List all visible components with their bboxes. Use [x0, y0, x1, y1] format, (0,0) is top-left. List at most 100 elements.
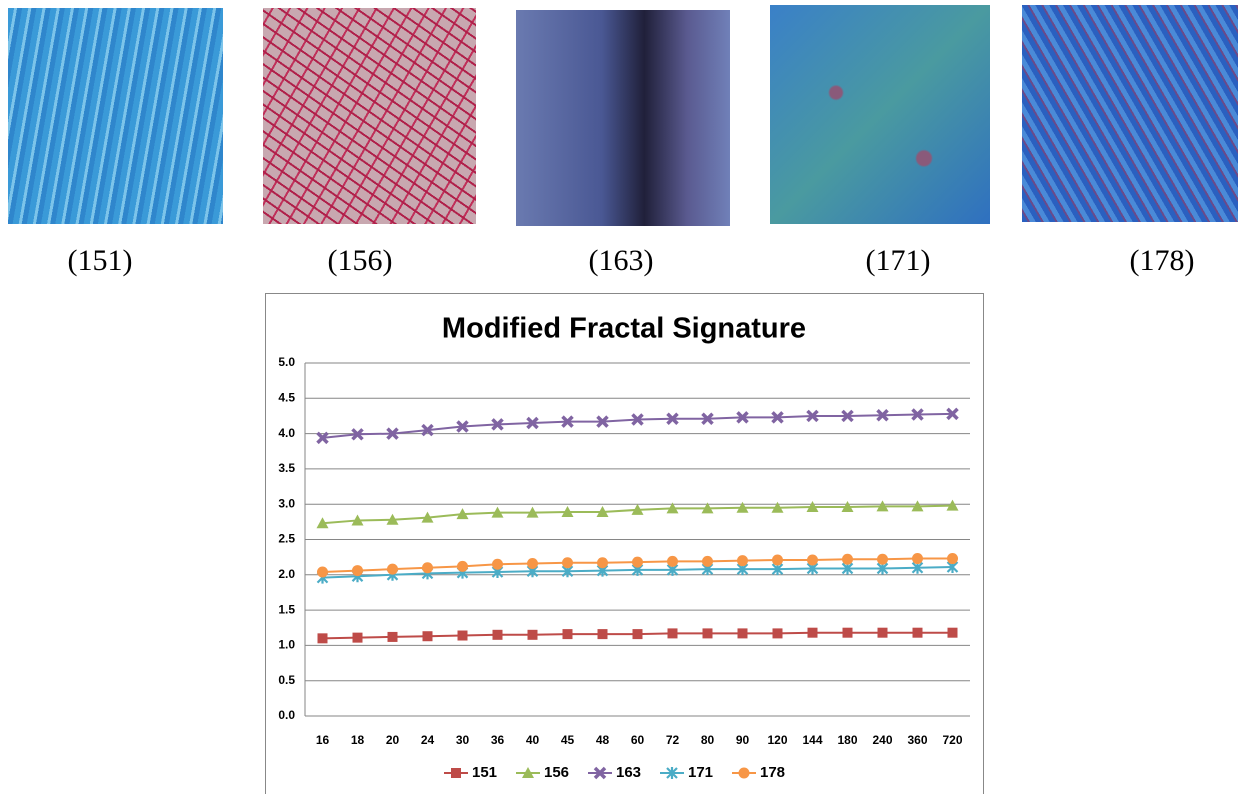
y-tick-label: 0.0	[278, 708, 295, 722]
marker	[457, 561, 468, 572]
marker-shape	[451, 768, 461, 778]
marker-shape	[772, 554, 783, 565]
marker-shape	[843, 628, 853, 638]
marker	[667, 556, 678, 567]
marker	[387, 564, 398, 575]
marker	[563, 629, 573, 639]
x-tick-label: 80	[701, 733, 715, 747]
y-tick-label: 3.0	[278, 496, 295, 510]
marker	[353, 633, 363, 643]
marker	[947, 553, 958, 564]
marker-shape	[912, 553, 923, 564]
marker	[633, 629, 643, 639]
y-tick-label: 4.5	[278, 390, 295, 404]
marker-shape	[739, 768, 750, 779]
y-tick-label: 3.5	[278, 461, 295, 475]
marker	[702, 556, 713, 567]
marker-shape	[423, 631, 433, 641]
marker-shape	[563, 629, 573, 639]
x-tick-label: 720	[942, 733, 962, 747]
x-tick-label: 90	[736, 733, 750, 747]
marker	[451, 768, 461, 778]
marker-shape	[633, 629, 643, 639]
chart-title: Modified Fractal Signature	[442, 313, 806, 345]
marker-shape	[702, 556, 713, 567]
marker	[913, 628, 923, 638]
marker-shape	[913, 628, 923, 638]
marker-shape	[457, 561, 468, 572]
x-tick-label: 18	[351, 733, 365, 747]
y-tick-label: 2.5	[278, 532, 295, 546]
marker-shape	[773, 628, 783, 638]
y-tick-label: 4.0	[278, 426, 295, 440]
x-tick-label: 60	[631, 733, 645, 747]
legend-label: 163	[616, 764, 641, 781]
x-tick-label: 144	[802, 733, 822, 747]
legend-label: 178	[760, 764, 785, 781]
marker-shape	[388, 632, 398, 642]
x-tick-label: 16	[316, 733, 330, 747]
marker-shape	[947, 553, 958, 564]
x-tick-label: 40	[526, 733, 540, 747]
marker-shape	[878, 628, 888, 638]
marker-shape	[318, 633, 328, 643]
legend-label: 156	[544, 764, 569, 781]
marker-shape	[387, 564, 398, 575]
marker	[528, 630, 538, 640]
marker	[739, 768, 750, 779]
marker-shape	[738, 628, 748, 638]
x-tick-label: 24	[421, 733, 435, 747]
marker	[807, 554, 818, 565]
y-tick-label: 1.0	[278, 638, 295, 652]
marker	[808, 628, 818, 638]
marker-shape	[458, 631, 468, 641]
marker-shape	[877, 554, 888, 565]
marker	[423, 631, 433, 641]
x-tick-label: 45	[561, 733, 575, 747]
x-tick-label: 48	[596, 733, 610, 747]
marker	[317, 566, 328, 577]
marker	[773, 628, 783, 638]
x-tick-label: 120	[767, 733, 787, 747]
marker-shape	[808, 628, 818, 638]
marker-shape	[737, 555, 748, 566]
marker-shape	[842, 554, 853, 565]
marker-shape	[598, 629, 608, 639]
marker-shape	[667, 556, 678, 567]
marker-shape	[528, 630, 538, 640]
marker-shape	[632, 557, 643, 568]
marker	[948, 628, 958, 638]
marker-shape	[562, 557, 573, 568]
x-tick-label: 30	[456, 733, 470, 747]
marker-shape	[493, 630, 503, 640]
marker	[738, 628, 748, 638]
marker	[703, 628, 713, 638]
x-tick-label: 20	[386, 733, 400, 747]
x-tick-label: 240	[872, 733, 892, 747]
marker-shape	[353, 633, 363, 643]
x-tick-label: 180	[837, 733, 857, 747]
marker	[632, 557, 643, 568]
marker	[493, 630, 503, 640]
marker	[458, 631, 468, 641]
legend-label: 171	[688, 764, 713, 781]
marker-shape	[597, 557, 608, 568]
marker	[843, 628, 853, 638]
x-tick-label: 360	[907, 733, 927, 747]
marker	[527, 558, 538, 569]
marker-shape	[948, 628, 958, 638]
marker-shape	[492, 559, 503, 570]
legend-label: 151	[472, 764, 497, 781]
x-tick-label: 72	[666, 733, 680, 747]
marker	[842, 554, 853, 565]
y-tick-label: 2.0	[278, 567, 295, 581]
x-tick-label: 36	[491, 733, 505, 747]
y-tick-label: 5.0	[278, 355, 295, 369]
marker	[422, 562, 433, 573]
marker	[388, 632, 398, 642]
marker	[562, 557, 573, 568]
marker	[352, 565, 363, 576]
page: {"panels": [{"label": "(151)"}, {"label"…	[0, 0, 1241, 794]
chart: Modified Fractal Signature 0.00.51.01.52…	[0, 0, 1241, 794]
marker-shape	[422, 562, 433, 573]
